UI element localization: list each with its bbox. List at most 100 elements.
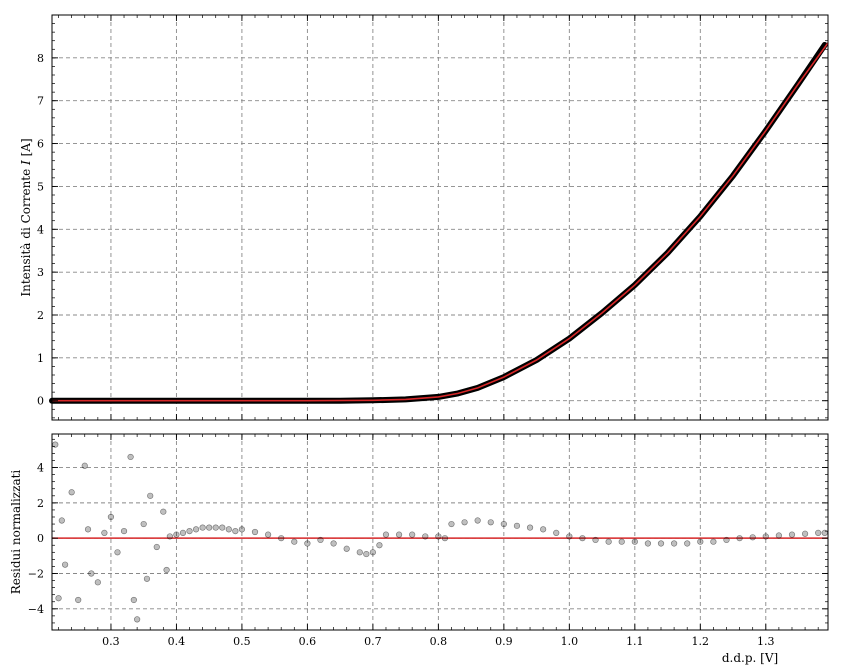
residual-point xyxy=(199,524,206,531)
residual-point xyxy=(369,549,376,556)
residual-point xyxy=(474,517,481,524)
y-tick-label: 2 xyxy=(37,309,44,322)
residual-point xyxy=(448,520,455,528)
residual-point xyxy=(88,570,95,577)
y-tick-label: 0 xyxy=(37,395,44,408)
residual-point xyxy=(579,535,586,542)
residual-point xyxy=(134,616,141,623)
residual-point xyxy=(94,579,101,586)
y-tick-label: 3 xyxy=(37,266,44,279)
residuals-panel: −4 −2 0 2 4 0.3 0.4 0.5 0.6 0.7 0.8 0.9 1.0 1.1 1.2 1.3… xyxy=(9,433,829,665)
y-tick-label: 1 xyxy=(37,352,44,365)
residual-point xyxy=(173,531,180,538)
residual-point xyxy=(592,536,599,544)
residual-point xyxy=(441,535,449,542)
residual-point xyxy=(101,529,108,536)
residual-point xyxy=(356,549,363,556)
residual-point xyxy=(815,529,822,536)
residual-point xyxy=(343,545,350,552)
residual-point xyxy=(166,533,173,540)
x-tick-label: 1.1 xyxy=(626,635,644,648)
residual-point xyxy=(186,528,193,535)
residual-point xyxy=(153,543,160,551)
x-tick-label: 0.3 xyxy=(102,635,120,648)
residual-point xyxy=(160,508,167,515)
residual-point xyxy=(487,519,494,526)
residual-point xyxy=(147,492,154,499)
x-tick-label: 0.6 xyxy=(299,635,317,648)
residual-point xyxy=(657,540,665,547)
residual-point xyxy=(723,536,730,544)
x-tick-label: 0.4 xyxy=(168,635,186,648)
x-tick-label: 1.2 xyxy=(692,635,710,648)
residual-point xyxy=(618,538,625,545)
x-tick-label: 0.8 xyxy=(430,635,448,648)
residual-point xyxy=(330,540,337,547)
residual-point xyxy=(61,561,69,568)
residual-point xyxy=(291,538,298,545)
residual-point xyxy=(107,513,115,521)
residual-point xyxy=(114,549,121,556)
x-tick-label: 1.0 xyxy=(561,635,579,648)
residual-point xyxy=(461,519,468,526)
residual-point xyxy=(395,531,403,538)
residual-point xyxy=(684,540,691,547)
y-tick-label: 2 xyxy=(37,497,44,510)
residual-point xyxy=(130,596,137,604)
residual-point xyxy=(317,536,324,544)
residual-point xyxy=(605,538,612,545)
top-series xyxy=(49,42,829,404)
y-tick-label: −4 xyxy=(28,603,44,616)
residual-point xyxy=(120,528,128,535)
top-y-axis-label: Intensità di Corrente I [A] xyxy=(19,138,33,296)
x-tick-label: 0.7 xyxy=(364,635,382,648)
residual-point xyxy=(736,535,743,542)
top-y-label-text: Intensità di Corrente xyxy=(19,165,33,297)
y-tick-label: 6 xyxy=(37,138,44,151)
y-tick-label: 5 xyxy=(37,180,44,193)
residual-point xyxy=(225,526,232,533)
y-tick-label: 8 xyxy=(37,52,44,65)
residual-point xyxy=(513,522,521,529)
residual-point xyxy=(232,528,239,535)
residual-point xyxy=(553,529,560,536)
x-axis-label: d.d.p. [V] xyxy=(722,651,778,665)
residual-point xyxy=(697,538,704,545)
residual-point xyxy=(382,531,390,538)
residual-point xyxy=(671,540,678,547)
residual-point xyxy=(58,517,65,524)
residual-point xyxy=(265,531,272,538)
top-grid xyxy=(52,15,828,420)
current-vs-voltage-panel: 0 1 2 3 4 5 6 7 8 Intensità di Corrente I [A] xyxy=(19,14,829,421)
x-tick-label: 0.9 xyxy=(495,635,513,648)
top-plot-frame xyxy=(51,14,829,421)
residual-point xyxy=(81,462,88,469)
y-tick-label: 0 xyxy=(37,532,44,545)
residual-point xyxy=(631,538,638,545)
bottom-grid xyxy=(52,434,828,630)
residual-point xyxy=(775,532,782,539)
residual-point xyxy=(363,550,370,558)
residual-point xyxy=(192,526,200,533)
residual-point xyxy=(500,520,507,528)
residual-point xyxy=(206,524,213,531)
residual-point xyxy=(127,453,134,461)
residual-point xyxy=(710,538,717,545)
residual-point xyxy=(163,566,170,574)
residual-point xyxy=(55,595,62,602)
residual-point xyxy=(238,526,246,533)
bottom-y-axis-label: Residui normalizzati xyxy=(9,470,23,595)
residual-point xyxy=(75,596,82,604)
y-tick-label: −2 xyxy=(28,567,44,580)
top-y-label-symbol: I xyxy=(19,160,33,166)
y-tick-label: 4 xyxy=(37,223,44,236)
residual-point xyxy=(540,526,547,533)
residual-point xyxy=(143,575,151,582)
residual-point xyxy=(304,540,311,547)
residual-point xyxy=(435,533,442,540)
residual-point xyxy=(140,520,147,528)
residual-point xyxy=(526,524,534,531)
x-tick-label: 0.5 xyxy=(233,635,251,648)
residual-point xyxy=(762,533,769,540)
